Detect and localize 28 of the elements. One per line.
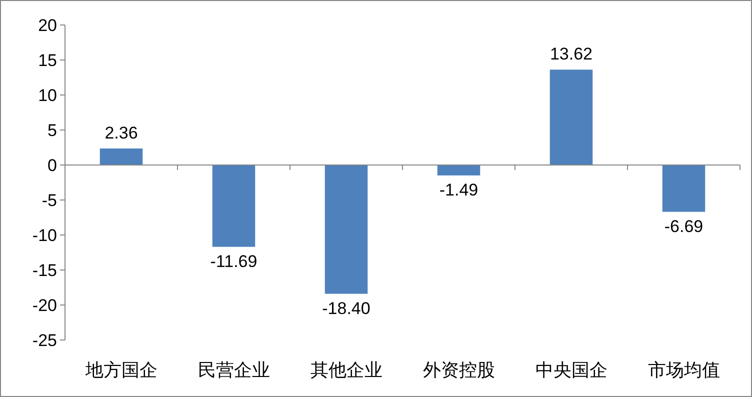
y-tick-label: -5: [42, 191, 57, 210]
x-tick-label: 中央国企: [535, 360, 608, 380]
bar: [100, 148, 143, 165]
x-tick-label: 民营企业: [198, 360, 270, 380]
x-tick-label: 外资控股: [422, 360, 495, 380]
data-label: -1.49: [439, 180, 478, 200]
y-tick-label: 10: [38, 86, 57, 105]
y-tick-label: -15: [32, 261, 57, 280]
x-tick-label: 其他企业: [310, 360, 382, 380]
y-tick-label: -25: [32, 331, 57, 350]
data-label: 2.36: [104, 123, 138, 142]
data-label: -11.69: [210, 252, 258, 271]
y-tick-label: -10: [32, 226, 57, 245]
bar: [324, 165, 368, 294]
x-tick-label: 地方国企: [84, 360, 158, 380]
y-tick-label: 20: [38, 16, 57, 35]
x-tick-label: 市场均值: [648, 360, 720, 380]
y-tick-label: -20: [32, 296, 57, 315]
data-label: -18.40: [322, 298, 370, 318]
y-tick-label: 5: [48, 121, 57, 140]
data-label: 13.62: [550, 44, 593, 64]
bar: [212, 165, 256, 247]
bar: [437, 165, 480, 176]
y-tick-label: 0: [48, 156, 57, 175]
bar: [550, 70, 593, 165]
y-tick-label: 15: [38, 51, 57, 70]
data-label: -6.69: [664, 216, 704, 236]
bar: [662, 165, 706, 212]
